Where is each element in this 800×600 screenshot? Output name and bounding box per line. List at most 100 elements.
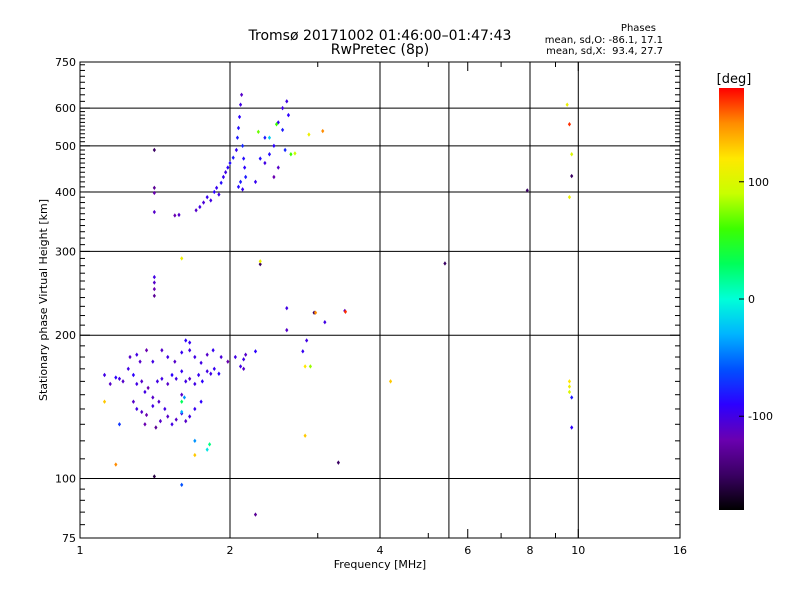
data-point [253,349,258,354]
data-point [152,286,156,292]
data-point [276,120,280,125]
data-point [567,122,572,127]
data-point [567,194,572,200]
data-point [152,209,156,215]
data-point [205,194,209,200]
data-point [241,187,245,192]
data-point [193,354,197,360]
data-point [570,173,574,179]
y-axis-label: Stationary phase Virtual Height [km] [37,199,50,401]
data-point [238,179,243,185]
data-point [126,366,130,372]
data-point [267,152,272,157]
data-point [173,213,177,218]
data-point [274,122,279,127]
data-point [152,293,156,299]
data-point [272,174,276,180]
data-point [217,192,221,197]
data-point [280,105,285,111]
data-point [180,399,184,404]
data-point [144,412,149,418]
data-point [244,174,248,180]
data-point [212,189,216,195]
data-point [154,425,158,430]
data-point [253,512,258,517]
x-tick-label: 8 [527,544,534,557]
data-point [219,354,223,360]
data-point [224,170,228,175]
data-point [235,135,240,140]
x-tick-label: 2 [227,544,234,557]
colorbar-tick-label: 100 [748,176,769,189]
data-point [207,442,212,447]
y-tick-label: 75 [62,532,76,545]
data-point [212,366,216,372]
data-point [143,389,147,395]
data-point [193,406,197,412]
data-point [567,379,572,384]
data-point [239,92,244,97]
y-tick-label: 300 [55,245,76,258]
data-point [443,261,447,266]
y-tick-label: 500 [55,140,76,153]
data-point [238,364,243,369]
colorbar-unit: [deg] [717,72,752,87]
data-point [215,185,219,191]
data-point [201,200,206,205]
data-point [234,147,238,153]
x-tick-label: 16 [673,544,687,557]
data-point [283,147,287,153]
chart-subtitle: RwPretec (8p) [330,42,430,58]
data-point [286,112,291,118]
data-point [236,184,241,190]
data-point [160,348,164,353]
data-point [567,384,572,389]
data-point [276,165,280,170]
data-point [219,180,223,186]
data-point [180,392,184,397]
data-point [121,379,125,384]
data-point [188,376,192,381]
data-point [305,338,309,343]
data-point [146,385,150,391]
y-tick-label: 100 [55,473,76,486]
y-tick-label: 200 [55,329,76,342]
x-tick-label: 10 [571,544,585,557]
colorbar-tick-label: 0 [748,293,755,306]
data-point [301,349,305,354]
data-point [135,406,139,412]
data-point [194,208,198,213]
data-point [211,348,215,353]
data-point [307,132,311,137]
data-point [263,160,267,166]
data-point [256,129,260,135]
data-point [117,422,122,427]
y-tick-label: 600 [55,102,76,115]
x-tick-label: 1 [77,544,84,557]
data-point [184,338,188,343]
data-point [197,372,201,378]
data-point [336,460,340,465]
data-point [180,350,184,355]
data-point [180,256,184,261]
data-point [170,372,174,378]
data-point [209,371,213,376]
data-point [114,375,118,380]
data-point [221,174,226,180]
data-point [160,376,164,381]
data-point [193,452,197,458]
data-point [131,372,136,378]
data-point [102,399,107,404]
data-point [289,152,293,157]
phases-mean-o: mean, sd,O: -86.1, 17.1 [544,35,663,46]
chart-title: Tromsø 20171002 01:46:00–01:47:43 [248,28,512,44]
data-point [303,364,307,369]
data-point [567,389,572,395]
colorbar: 100 0 -100 [719,88,773,510]
data-point [166,381,170,387]
data-point [570,425,574,430]
data-point [140,379,144,384]
data-point [166,354,170,360]
data-point [177,212,181,218]
